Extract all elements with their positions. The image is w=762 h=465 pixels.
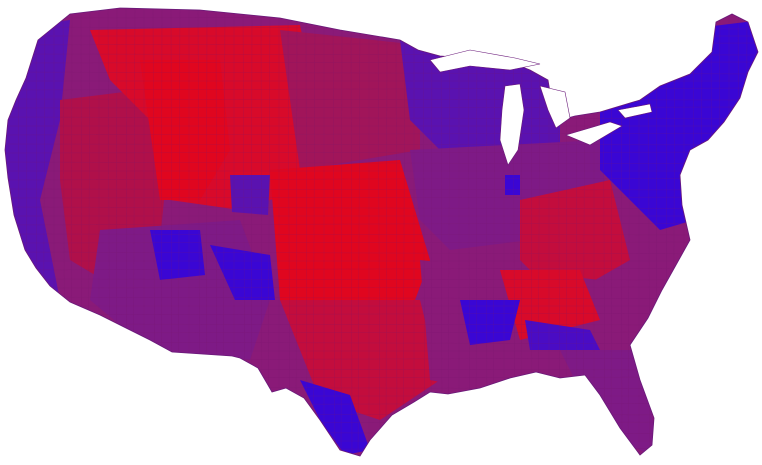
- county-border-line: [440, 8, 443, 456]
- county-border-line: [5, 116, 758, 120]
- county-border-line: [357, 8, 361, 456]
- county-border-line: [5, 312, 758, 316]
- county-border-line: [5, 188, 758, 191]
- county-border-line: [5, 241, 758, 244]
- county-border-line: [5, 296, 758, 300]
- county-border-line: [350, 8, 353, 456]
- county-border-line: [5, 286, 758, 289]
- county-border-line: [5, 196, 758, 199]
- lake-ontario: [617, 103, 653, 119]
- county-border-line: [5, 267, 758, 271]
- county-border-line: [475, 8, 478, 456]
- county-border-line: [295, 8, 298, 456]
- region-alabama-georgia: [500, 270, 600, 340]
- lake-michigan: [499, 83, 525, 166]
- county-border-line: [5, 132, 758, 136]
- region-chicago: [505, 175, 520, 195]
- region-northern-plains: [280, 30, 420, 170]
- county-border-line: [5, 222, 758, 226]
- county-border-line: [5, 177, 758, 181]
- county-border-line: [430, 8, 433, 456]
- region-black-belt-east: [525, 320, 600, 350]
- county-border-line: [340, 8, 343, 456]
- region-rio-grande-valley: [300, 380, 370, 455]
- county-border-line: [422, 8, 426, 456]
- county-border-line: [395, 8, 398, 456]
- region-black-belt: [460, 300, 520, 345]
- county-border-line: [312, 8, 316, 456]
- county-border-line: [5, 161, 758, 165]
- county-border-line: [0, 459, 762, 460]
- county-border-line: [385, 8, 388, 456]
- county-border-line: [755, 8, 758, 456]
- county-border-line: [5, 206, 758, 210]
- lake-huron: [539, 85, 571, 129]
- lake-erie: [565, 121, 623, 146]
- region-new-mexico-north: [210, 245, 275, 300]
- county-border-line: [305, 8, 308, 456]
- county-border-line: [402, 8, 406, 456]
- region-texas: [280, 300, 440, 420]
- county-border-line: [5, 251, 758, 255]
- county-border-line: [5, 143, 758, 146]
- county-border-line: [332, 8, 336, 456]
- county-border-line: [377, 8, 381, 456]
- county-border-line: [447, 8, 451, 456]
- region-florida: [560, 350, 660, 456]
- region-utah-idaho: [140, 60, 230, 200]
- county-border-line: [5, 323, 758, 326]
- county-border-line: [5, 233, 758, 236]
- region-colorado-front: [230, 175, 270, 215]
- county-border-line: [287, 8, 291, 456]
- region-four-corners: [150, 230, 205, 280]
- lake-superior: [429, 49, 541, 73]
- county-border-line: [5, 278, 758, 281]
- great-lakes: [429, 49, 653, 166]
- county-border-line: [5, 151, 758, 154]
- county-border-line: [467, 8, 471, 456]
